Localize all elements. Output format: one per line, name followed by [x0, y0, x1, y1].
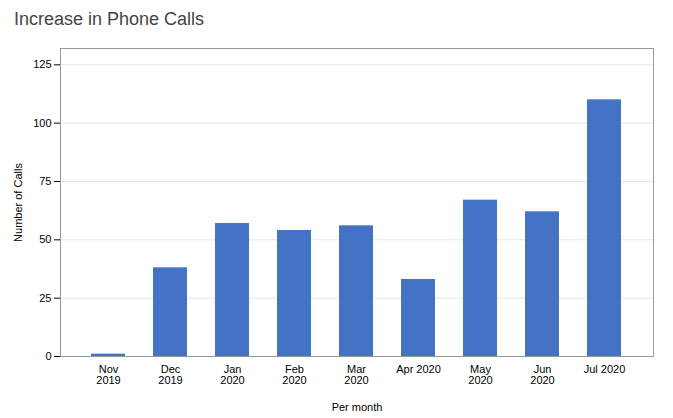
svg-text:Apr 2020: Apr 2020 [396, 363, 441, 375]
svg-text:Mar2020: Mar2020 [344, 363, 368, 386]
svg-text:125: 125 [33, 58, 51, 70]
svg-text:Jun2020: Jun2020 [530, 363, 554, 386]
svg-text:100: 100 [33, 117, 51, 129]
svg-text:Number of Calls: Number of Calls [12, 163, 24, 242]
svg-text:50: 50 [39, 233, 51, 245]
svg-text:75: 75 [39, 175, 51, 187]
svg-text:Jul 2020: Jul 2020 [584, 363, 626, 375]
svg-text:0: 0 [45, 350, 51, 362]
svg-text:May2020: May2020 [468, 363, 492, 386]
svg-text:Dec2019: Dec2019 [158, 363, 182, 386]
html-text:Increase in Phone Calls: Increase in Phone Calls [14, 9, 205, 29]
svg-text:Per month: Per month [332, 401, 383, 413]
svg-text:Nov2019: Nov2019 [96, 363, 120, 386]
svg-text:Feb2020: Feb2020 [282, 363, 306, 386]
svg-text:Jan2020: Jan2020 [220, 363, 244, 386]
svg-text:25: 25 [39, 292, 51, 304]
